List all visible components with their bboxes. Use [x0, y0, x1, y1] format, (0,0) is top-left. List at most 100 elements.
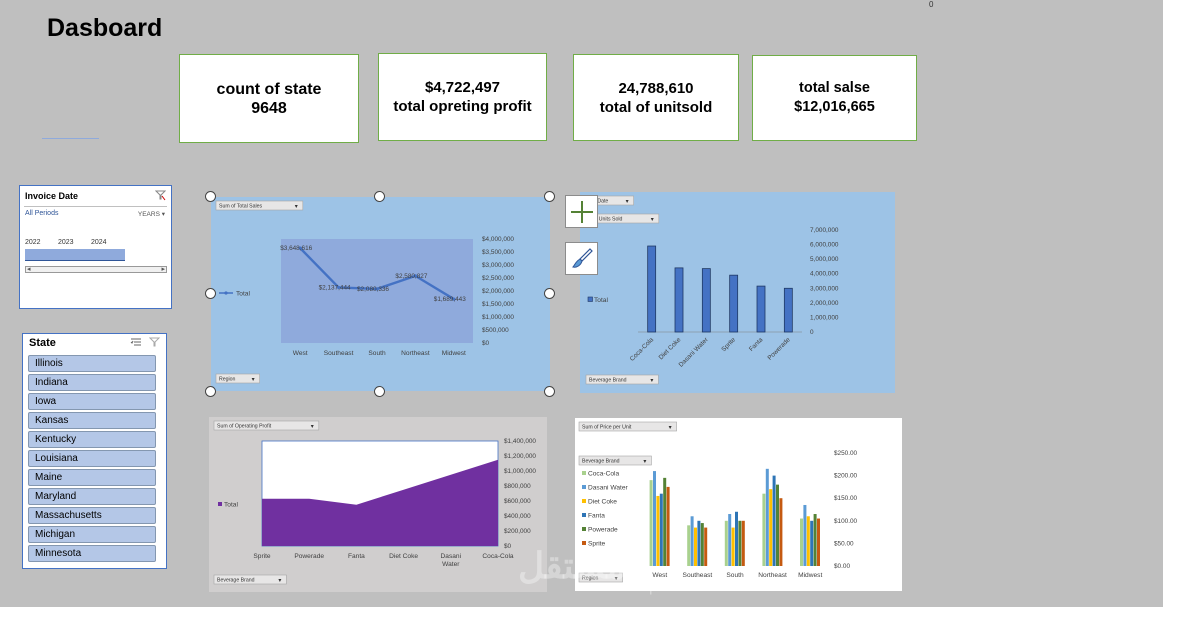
invoice-date-timeline[interactable]: Invoice Date All Periods YEARS ▾ 2022 20… — [19, 185, 172, 309]
kpi-operating-profit[interactable]: $4,722,497 total opreting profit — [378, 53, 547, 141]
y-tick-label: 1,000,000 — [810, 314, 839, 321]
state-item-michigan[interactable]: Michigan — [28, 526, 156, 543]
x-tick-label: Sprite — [720, 336, 737, 353]
timeline-header: Invoice Date — [25, 191, 79, 201]
field-button-price-per-unit-bg — [578, 421, 677, 432]
state-slicer[interactable]: State Illinois Indiana Iowa Kansas Kentu… — [22, 333, 167, 569]
operating-profit-area-chart[interactable]: Sum of Operating Profit ▾ Beverage Brand ▾ $… — [209, 417, 547, 592]
state-item-kansas[interactable]: Kansas — [28, 412, 156, 429]
kpi-profit-label: total opreting profit — [393, 98, 532, 115]
y-tick-label: $200.00 — [834, 473, 858, 480]
resize-handle-bl[interactable] — [205, 386, 216, 397]
resize-handle-l[interactable] — [205, 288, 216, 299]
state-item-maryland[interactable]: Maryland — [28, 488, 156, 505]
kpi-total-sales[interactable]: total salse $12,016,665 — [752, 55, 917, 141]
clear-filter-icon[interactable] — [149, 337, 161, 348]
bar-west-fanta — [659, 493, 663, 566]
field-button-beverage-brand-bg — [213, 574, 287, 585]
bar-northeast-dasani-water — [765, 468, 769, 566]
legend-label: Diet Coke — [588, 499, 617, 506]
y-tick-label: 4,000,000 — [810, 271, 839, 278]
field-button-beverage-brand-bg — [585, 374, 659, 385]
y-tick-label: $4,000,000 — [482, 236, 514, 243]
chevron-down-icon: ▾ — [161, 211, 165, 218]
y-tick-label: $3,500,000 — [482, 249, 514, 256]
timeline-year-2023[interactable]: 2023 — [58, 239, 74, 246]
bar-fanta — [756, 285, 766, 333]
resize-handle-t[interactable] — [374, 191, 385, 202]
bar-south-sprite — [741, 520, 745, 566]
bar-diet-coke — [674, 267, 684, 333]
data-label: $2,080,336 — [357, 286, 389, 293]
field-button-region: Region — [219, 377, 236, 383]
y-tick-label: $150.00 — [834, 495, 858, 502]
price-per-unit-chart-svg: Sum of Price per Unit ▾ Beverage Brand ▾ Reg… — [578, 421, 858, 583]
state-item-massachusetts[interactable]: Massachusetts — [28, 507, 156, 524]
x-tick-label: Northeast — [758, 572, 787, 579]
field-button-region-bg — [215, 373, 260, 384]
resize-handle-b[interactable] — [374, 386, 385, 397]
multi-select-icon[interactable] — [130, 337, 142, 348]
x-tick-label: Coca-Cola — [629, 336, 656, 363]
resize-handle-br[interactable] — [544, 386, 555, 397]
bar-southeast-powerade — [700, 523, 704, 566]
scroll-left-icon[interactable]: ◂ — [27, 266, 31, 273]
timeline-year-2024[interactable]: 2024 — [91, 239, 107, 246]
timeline-scrollbar[interactable]: ◂ ▸ — [25, 266, 167, 273]
state-item-maine[interactable]: Maine — [28, 469, 156, 486]
data-point-midwest — [452, 297, 456, 301]
state-item-illinois[interactable]: Illinois — [28, 355, 156, 372]
total-sales-line-chart[interactable]: Sum of Total Sales ▾ Region ▾ $4,000,000 $3,5… — [211, 197, 550, 391]
timeline-selection-bar[interactable] — [25, 249, 125, 261]
data-point-south — [375, 287, 379, 291]
legend-marker — [218, 502, 222, 506]
chart-elements-button[interactable] — [565, 195, 598, 228]
state-item-iowa[interactable]: Iowa — [28, 393, 156, 410]
field-button-units-sold: of Units Sold — [593, 217, 623, 223]
legend-label: Dasani Water — [588, 485, 629, 492]
state-item-minnesota[interactable]: Minnesota — [28, 545, 156, 562]
paintbrush-icon — [571, 247, 593, 268]
resize-handle-tr[interactable] — [544, 191, 555, 202]
y-tick-label: 6,000,000 — [810, 242, 839, 249]
timeline-year-2022[interactable]: 2022 — [25, 239, 41, 246]
kpi-units-label: total of unitsold — [599, 98, 713, 116]
chart-styles-button[interactable] — [565, 242, 598, 275]
resize-handle-tl[interactable] — [205, 191, 216, 202]
state-item-indiana[interactable]: Indiana — [28, 374, 156, 391]
data-label: $2,580,827 — [395, 273, 427, 280]
bar-midwest-diet-coke — [806, 516, 810, 566]
y-tick-label: $1,000,000 — [482, 314, 514, 321]
field-button-beverage-brand-arrow-icon: ▾ — [643, 459, 646, 465]
field-button-total-sales-arrow-icon: ▾ — [295, 204, 298, 210]
watermark-logo: مستقل — [518, 545, 626, 586]
kpi-count-of-state[interactable]: count of state 9648 — [179, 54, 359, 143]
data-label: $1,689,443 — [434, 296, 466, 303]
scroll-right-icon[interactable]: ▸ — [161, 266, 165, 273]
resize-handle-r[interactable] — [544, 288, 555, 299]
clear-filter-icon[interactable] — [155, 190, 166, 201]
bar-midwest-fanta — [810, 520, 814, 566]
legend-marker — [582, 485, 586, 489]
x-tick-label: Coca-Cola — [482, 553, 513, 560]
kpi-units-sold[interactable]: 24,788,610 total of unitsold — [573, 54, 739, 141]
bar-west-dasani-water — [653, 471, 656, 566]
bar-midwest-coca-cola — [800, 518, 803, 566]
bar-west-coca-cola — [649, 480, 653, 566]
y-tick-label: $600,000 — [504, 498, 531, 505]
y-tick-label: $2,000,000 — [482, 288, 514, 295]
units-sold-bar-chart[interactable]: e Date ▾ of Units Sold ▾ Beverage Brand ▾ 7,00… — [580, 192, 895, 393]
state-item-kentucky[interactable]: Kentucky — [28, 431, 156, 448]
price-per-unit-bar-chart[interactable]: Sum of Price per Unit ▾ Beverage Brand ▾ Reg… — [575, 418, 902, 591]
y-tick-label: 7,000,000 — [810, 227, 839, 234]
field-button-beverage-brand-arrow-icon: ▾ — [278, 578, 281, 584]
legend-marker — [582, 541, 586, 545]
timeline-level-select[interactable]: YEARS ▾ — [138, 210, 165, 218]
bar-coca-cola — [647, 245, 657, 333]
bar-south-diet-coke — [731, 527, 735, 566]
kpi-sales-label: total salse — [799, 80, 870, 96]
bar-south-dasani-water — [728, 514, 732, 566]
state-item-louisiana[interactable]: Louisiana — [28, 450, 156, 467]
bar-northeast-fanta — [772, 475, 776, 566]
y-tick-label: $800,000 — [504, 483, 531, 490]
